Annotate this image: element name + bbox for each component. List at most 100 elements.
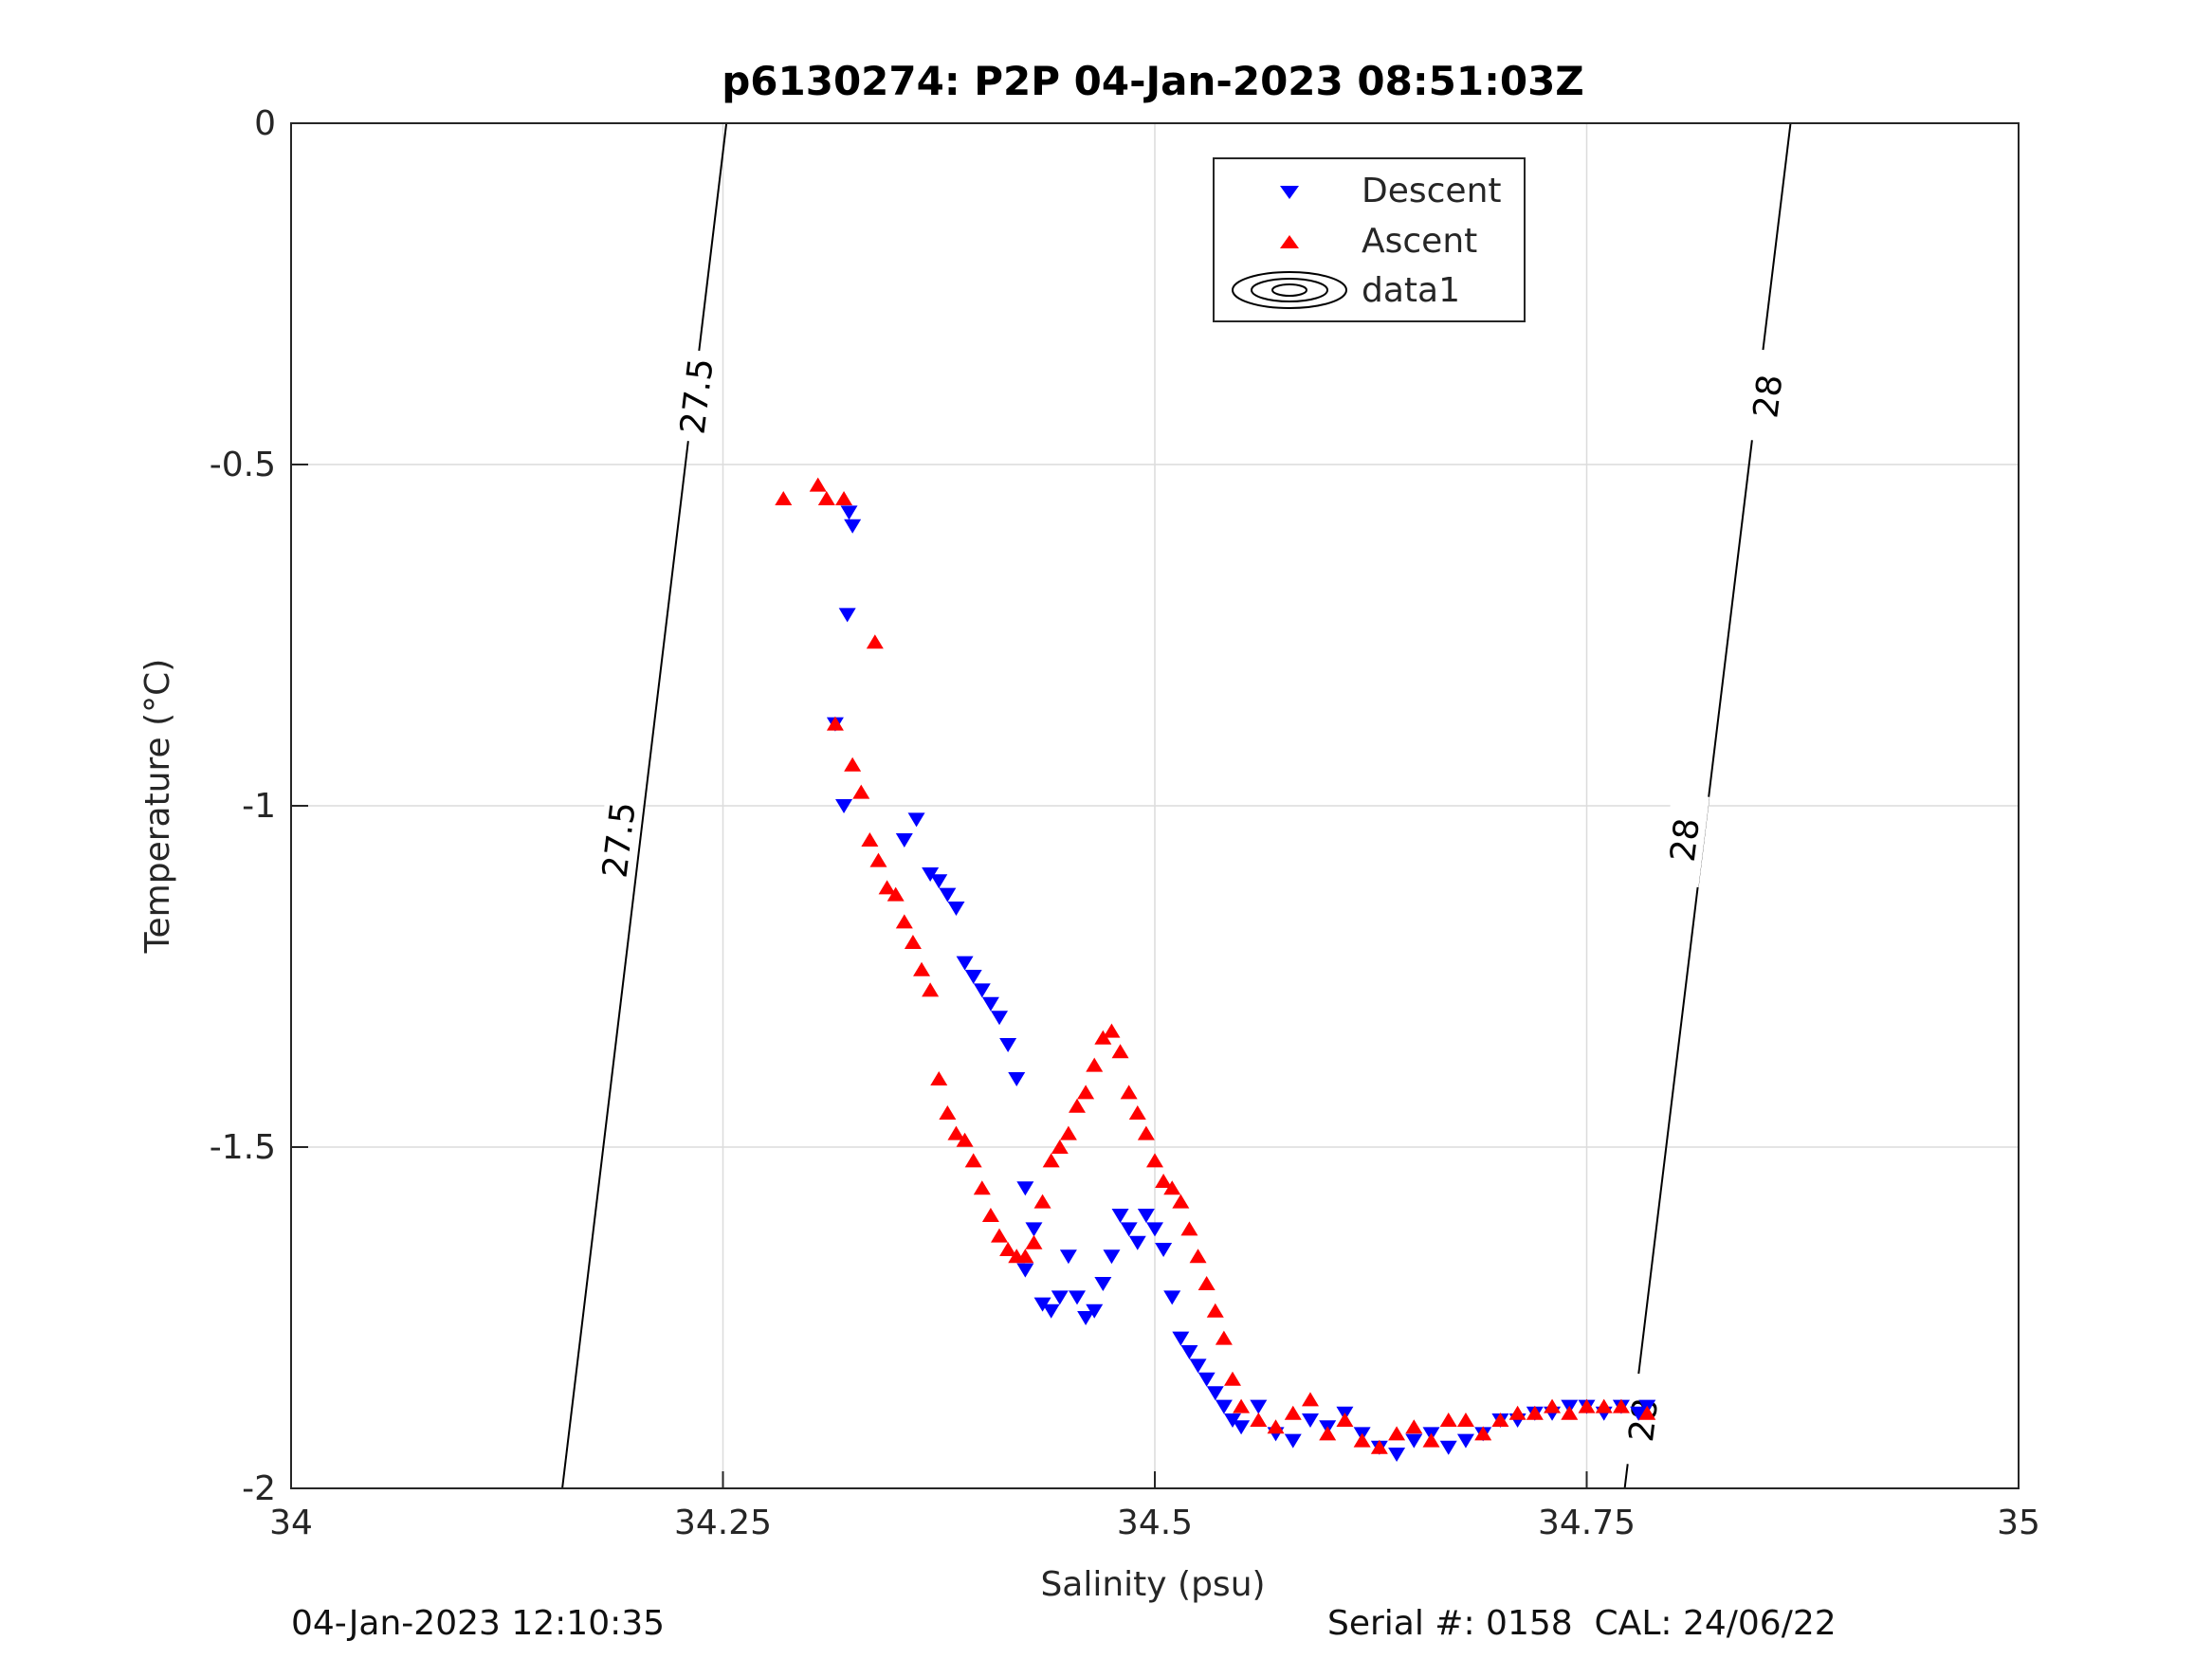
ascent-point (1319, 1426, 1337, 1441)
ascent-point (869, 852, 887, 867)
ascent-point (1388, 1426, 1406, 1441)
ascent-point (835, 491, 853, 505)
y-tick-label: -1 (242, 787, 276, 826)
ascent-point (991, 1228, 1009, 1243)
x-tick-label: 34 (269, 1504, 313, 1542)
ascent-point (852, 784, 870, 799)
descent-point (1206, 1386, 1224, 1401)
ascent-point (1233, 1398, 1251, 1413)
data-markers (775, 477, 1656, 1462)
descent-point (1042, 1304, 1060, 1319)
contour-label-background (1618, 1372, 1669, 1468)
descent-point (1233, 1420, 1251, 1435)
descent-point (895, 833, 913, 848)
y-tick-label: -2 (242, 1469, 276, 1508)
contour-label: 28 (1746, 373, 1790, 420)
descent-point (1405, 1433, 1423, 1449)
ascent-point (775, 491, 793, 505)
descent-point (1630, 1406, 1648, 1421)
chart-title: p6130274: P2P 04-Jan-2023 08:51:03Z (722, 58, 1584, 104)
x-tick-label: 34.5 (1117, 1504, 1193, 1542)
ascent-point (1223, 1371, 1241, 1386)
ascent-point (904, 935, 922, 949)
ascent-point (1422, 1432, 1440, 1448)
y-axis: 0 -0.5 -1 -1.5 -2 (210, 104, 308, 1508)
ascent-point (930, 1071, 948, 1085)
contour-label-background (1744, 348, 1793, 445)
x-axis-label: Salinity (psu) (1040, 1565, 1265, 1604)
legend-contour-icon (1232, 271, 1347, 309)
descent-point (1103, 1249, 1121, 1265)
ascent-point (1301, 1392, 1319, 1407)
ascent-point (1405, 1419, 1423, 1434)
ascent-point (1526, 1405, 1544, 1420)
descent-point (1025, 1222, 1043, 1237)
ascent-point (913, 961, 931, 976)
contour-label-background (1660, 792, 1709, 888)
descent-point (1008, 1072, 1026, 1086)
ascent-point (1612, 1398, 1630, 1413)
ascent-point (1336, 1413, 1354, 1427)
ascent-point (1180, 1221, 1198, 1236)
ascent-point (1544, 1398, 1562, 1413)
legend-ascent-marker (1280, 235, 1299, 248)
x-axis: 34 34.25 34.5 34.75 35 (269, 1471, 2040, 1542)
descent-point (1301, 1413, 1319, 1428)
ascent-point (1120, 1085, 1138, 1100)
ascent-point (1189, 1249, 1207, 1264)
ascent-point (1094, 1030, 1112, 1045)
ascent-point (1197, 1276, 1216, 1290)
ascent-point (939, 1105, 957, 1120)
descent-point (1059, 1249, 1077, 1265)
contour-label-background (594, 792, 644, 888)
ascent-point (1172, 1194, 1190, 1209)
x-tick-label: 35 (1997, 1504, 2040, 1542)
ascent-point (964, 1153, 982, 1168)
descent-point (1146, 1222, 1163, 1237)
descent-point (1120, 1222, 1138, 1237)
ascent-point (1474, 1426, 1492, 1441)
descent-point (1033, 1297, 1051, 1312)
ascent-point (878, 880, 896, 895)
descent-point (1016, 1181, 1034, 1196)
legend-descent-label: Descent (1362, 172, 1502, 210)
descent-point (1172, 1331, 1190, 1346)
ascent-point (1033, 1194, 1051, 1209)
ascent-point (1439, 1413, 1457, 1427)
ascent-point (981, 1208, 999, 1222)
descent-point (922, 867, 940, 882)
descent-point (1094, 1277, 1112, 1291)
ascent-point (1508, 1405, 1526, 1420)
descent-point (1189, 1358, 1207, 1374)
descent-point (1284, 1433, 1302, 1449)
ascent-point (1155, 1174, 1173, 1188)
y-tick-label: -0.5 (210, 446, 276, 484)
ascent-point (1267, 1419, 1285, 1434)
ascent-point (1353, 1432, 1371, 1448)
ascent-point (1025, 1234, 1043, 1249)
ascent-point (1103, 1023, 1121, 1038)
footer-serial-calibration: Serial #: 0158 CAL: 24/06/22 (1327, 1604, 1837, 1643)
ascent-point (1250, 1413, 1268, 1427)
descent-point (840, 505, 858, 520)
descent-point (1223, 1413, 1241, 1428)
ascent-point (887, 886, 905, 902)
ascent-point (956, 1132, 974, 1147)
descent-point (1456, 1433, 1474, 1449)
ascent-point (844, 757, 862, 772)
descent-point (1250, 1399, 1268, 1414)
ascent-point (1077, 1085, 1095, 1100)
ascent-point (895, 914, 913, 929)
ascent-point (1284, 1405, 1302, 1420)
descent-point (1215, 1399, 1233, 1414)
ascent-point (1042, 1153, 1060, 1168)
descent-point (981, 996, 999, 1012)
descent-point (1069, 1290, 1087, 1305)
descent-point (939, 887, 957, 902)
descent-point (930, 874, 948, 889)
legend: Descent Ascent data1 (1213, 157, 1526, 322)
legend-data1-label: data1 (1362, 271, 1460, 310)
descent-point (907, 812, 925, 828)
descent-point (844, 519, 862, 534)
descent-point (1439, 1440, 1457, 1455)
